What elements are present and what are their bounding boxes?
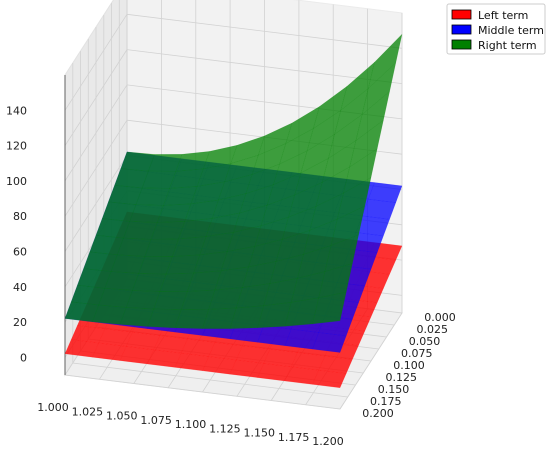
tick-labels: 1.000 1.025 1.050 1.075 1.100 1.125 1.150 1.175… (6, 104, 456, 448)
y-tick-label-6: 0.150 (378, 383, 410, 396)
surface-patch (312, 291, 347, 325)
legend-swatch-right-term (451, 39, 472, 50)
y-tick-label-5: 0.125 (386, 371, 418, 384)
z-tick-label-5: 100 (6, 175, 27, 188)
x-tick-label-2: 1.050 (106, 410, 138, 423)
z-tick-label-6: 120 (6, 140, 27, 153)
legend-swatch-middle-term (451, 24, 472, 35)
y-tick-label-4: 0.100 (393, 359, 425, 372)
z-tick-label-1: 20 (13, 316, 27, 329)
y-grid-line-7 (72, 63, 348, 398)
surface-patch (368, 182, 403, 203)
z-tick-label-3: 60 (13, 245, 27, 258)
surface-patch (312, 332, 347, 353)
z-tick-label-2: 40 (13, 281, 27, 294)
z-tick-label-0: 0 (20, 351, 27, 364)
x-tick-label-7: 1.175 (278, 431, 310, 444)
x-tick-label-6: 1.150 (244, 427, 276, 440)
legend-label-right-term: Right term (478, 39, 537, 52)
z-grid-line-6 (64, 49, 403, 146)
z-grid-line-7 (64, 13, 403, 111)
z-grid-line-5 (64, 84, 403, 182)
surface-patch (361, 198, 397, 220)
y-tick-label-1: 0.025 (417, 323, 449, 336)
x-tick-label-4: 1.100 (175, 418, 207, 431)
legend: Left term Middle term Right term (446, 3, 546, 55)
x-tick-label-0: 1.000 (37, 401, 69, 414)
legend-label-middle-term: Middle term (478, 24, 544, 37)
z-tick-label-7: 140 (6, 104, 27, 117)
x-tick-label-5: 1.125 (209, 422, 241, 435)
y-tick-label-2: 0.050 (409, 335, 441, 348)
x-tick-label-8: 1.200 (312, 435, 344, 448)
y-tick-label-7: 0.175 (370, 395, 402, 408)
legend-swatch-left-term (451, 9, 472, 20)
legend-frame (446, 3, 546, 55)
surface-right-term (64, 33, 403, 329)
y-tick-label-3: 0.075 (401, 347, 433, 360)
legend-label-left-term: Left term (478, 9, 528, 22)
surface-patch (312, 369, 347, 389)
surfaces (64, 33, 403, 389)
x-tick-label-1: 1.025 (72, 405, 104, 418)
z-tick-label-4: 80 (13, 210, 27, 223)
y-tick-label-0: 0.000 (424, 311, 456, 324)
y-tick-label-8: 0.200 (362, 407, 394, 420)
x-tick-label-3: 1.075 (140, 414, 172, 427)
